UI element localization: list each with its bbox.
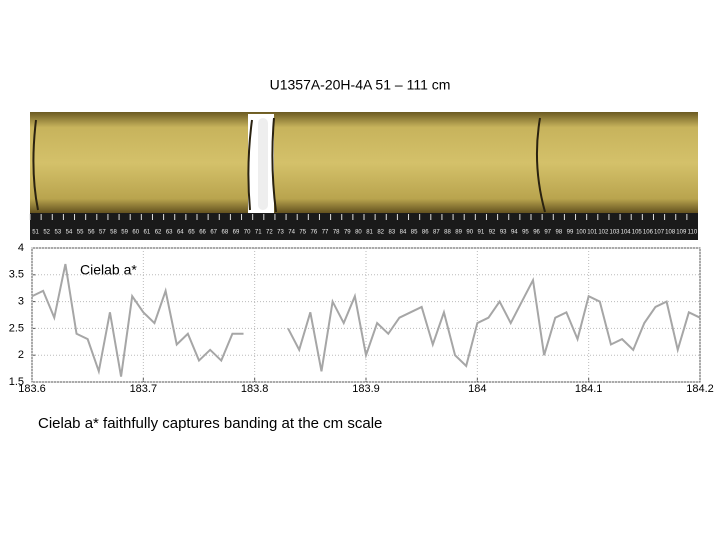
core-scale-label: 69 — [233, 230, 240, 236]
core-scale-label: 104 — [621, 230, 632, 236]
core-scale-label: 90 — [466, 230, 473, 236]
core-scale-label: 105 — [632, 230, 643, 236]
x-tick-label: 184.2 — [686, 383, 714, 395]
core-scale-label: 98 — [555, 230, 562, 236]
core-scale-label: 67 — [210, 230, 217, 236]
core-scale-label: 94 — [511, 230, 518, 236]
data-line — [31, 263, 701, 377]
core-scale-label: 66 — [199, 230, 206, 236]
core-scale-label: 56 — [88, 230, 95, 236]
core-scale-label: 85 — [411, 230, 418, 236]
core-scale-label: 109 — [676, 230, 687, 236]
y-tick-label: 2 — [18, 349, 24, 361]
core-scale-label: 51 — [32, 230, 39, 236]
x-tick-label: 183.9 — [352, 383, 380, 395]
core-scale-label: 55 — [77, 230, 84, 236]
core-scale-label: 99 — [567, 230, 574, 236]
title: U1357A-20H-4A 51 – 111 cm — [270, 77, 451, 93]
core-scale-label: 103 — [609, 230, 620, 236]
core-scale-label: 65 — [188, 230, 195, 236]
core-scale-label: 88 — [444, 230, 451, 236]
core-scale-label: 102 — [598, 230, 609, 236]
core-scale-label: 70 — [244, 230, 251, 236]
core-scale-label: 63 — [166, 230, 173, 236]
y-tick-label: 2.5 — [9, 322, 24, 334]
x-tick-label: 183.6 — [18, 383, 46, 395]
core-scale-label: 81 — [366, 230, 373, 236]
core-scale-label: 77 — [322, 230, 329, 236]
core-scale-label: 73 — [277, 230, 284, 236]
core-scale-label: 101 — [587, 230, 598, 236]
core-scale-label: 54 — [66, 230, 73, 236]
core-scale-label: 61 — [144, 230, 151, 236]
core-scale-label: 86 — [422, 230, 429, 236]
core-scale-label: 93 — [500, 230, 507, 236]
core-scale-label: 100 — [576, 230, 587, 236]
core-scale-label: 68 — [221, 230, 228, 236]
core-scale-label: 60 — [132, 230, 139, 236]
core-scale-label: 108 — [665, 230, 676, 236]
core-scale-label: 64 — [177, 230, 184, 236]
y-tick-label: 4 — [18, 242, 24, 254]
core-photo — [30, 112, 698, 240]
core-scale-label: 71 — [255, 230, 262, 236]
core-scale-label: 58 — [110, 230, 117, 236]
core-scale-label: 84 — [400, 230, 407, 236]
core-scale-label: 76 — [311, 230, 318, 236]
y-tick-label: 1.5 — [9, 376, 24, 388]
core-scale-label: 87 — [433, 230, 440, 236]
core-scale-label: 82 — [377, 230, 384, 236]
core-scale-label: 75 — [299, 230, 306, 236]
core-scale-label: 62 — [155, 230, 162, 236]
core-scale-label: 91 — [478, 230, 485, 236]
core-scale-label: 107 — [654, 230, 665, 236]
core-scale-label: 89 — [455, 230, 462, 236]
core-scale-label: 52 — [43, 230, 50, 236]
y-tick-label: 3.5 — [9, 269, 24, 281]
core-scale-label: 74 — [288, 230, 295, 236]
annotation: Cielab a* — [80, 262, 137, 278]
x-tick-label: 184.1 — [575, 383, 603, 395]
y-tick-label: 3 — [18, 296, 24, 308]
core-scale-label: 53 — [54, 230, 61, 236]
core-scale-label: 57 — [99, 230, 106, 236]
x-tick-label: 183.8 — [241, 383, 269, 395]
core-scale-label: 83 — [388, 230, 395, 236]
x-tick-label: 183.7 — [130, 383, 158, 395]
core-scale-label: 110 — [688, 230, 698, 236]
core-scale-label: 95 — [522, 230, 529, 236]
core-scale-label: 92 — [489, 230, 496, 236]
core-scale-label: 80 — [355, 230, 362, 236]
x-tick-label: 184 — [468, 383, 486, 395]
core-scale-label: 106 — [643, 230, 654, 236]
core-scale-label: 78 — [333, 230, 340, 236]
core-scale-label: 72 — [266, 230, 273, 236]
core-scale-label: 96 — [533, 230, 540, 236]
caption: Cielab a* faithfully captures banding at… — [38, 415, 382, 432]
core-scale-label: 79 — [344, 230, 351, 236]
core-scale-label: 59 — [121, 230, 128, 236]
core-scale-label: 97 — [544, 230, 551, 236]
